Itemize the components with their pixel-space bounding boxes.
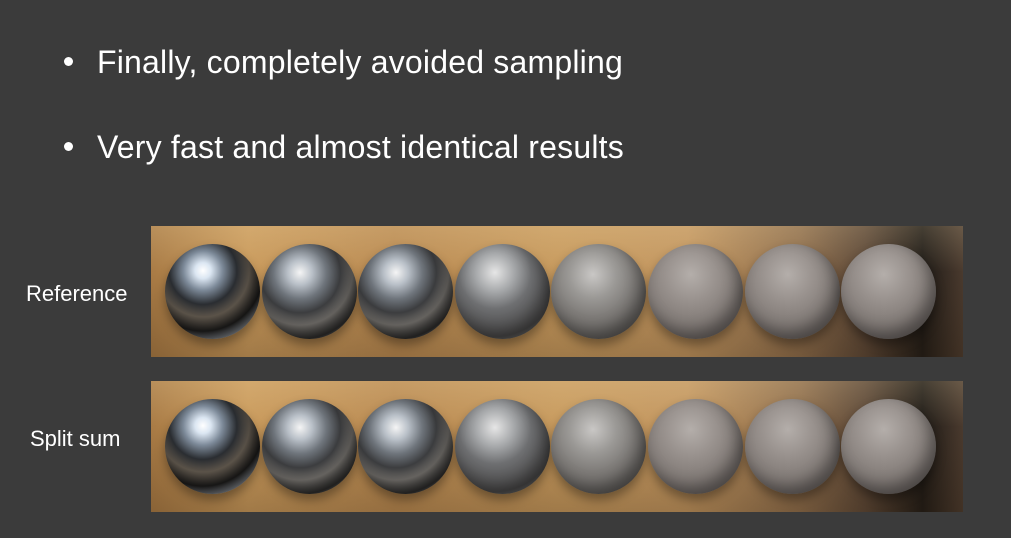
material-sphere — [648, 399, 743, 494]
bullet-item: Finally, completely avoided sampling — [64, 42, 623, 82]
row-label-reference: Reference — [26, 281, 128, 306]
bullet-text: Finally, completely avoided sampling — [97, 44, 623, 80]
material-sphere — [165, 244, 260, 339]
bullet-dot-icon — [64, 142, 73, 152]
material-sphere — [841, 244, 937, 339]
material-sphere — [358, 244, 454, 339]
material-sphere — [261, 244, 357, 339]
material-sphere — [454, 244, 550, 339]
material-sphere — [744, 399, 840, 494]
material-sphere — [551, 244, 647, 339]
bullet-dot-icon — [64, 57, 73, 67]
material-sphere — [648, 244, 743, 339]
bullet-text: Very fast and almost identical results — [97, 129, 624, 165]
material-sphere — [165, 399, 260, 494]
split-sum-image-strip — [151, 381, 963, 512]
material-sphere — [454, 399, 550, 494]
material-sphere — [261, 399, 357, 494]
material-sphere — [358, 399, 454, 494]
material-sphere — [841, 399, 937, 494]
reference-image-strip — [151, 226, 963, 357]
material-sphere — [744, 244, 840, 339]
material-sphere — [551, 399, 647, 494]
bullet-item: Very fast and almost identical results — [64, 127, 624, 167]
row-label-split-sum: Split sum — [30, 426, 121, 451]
